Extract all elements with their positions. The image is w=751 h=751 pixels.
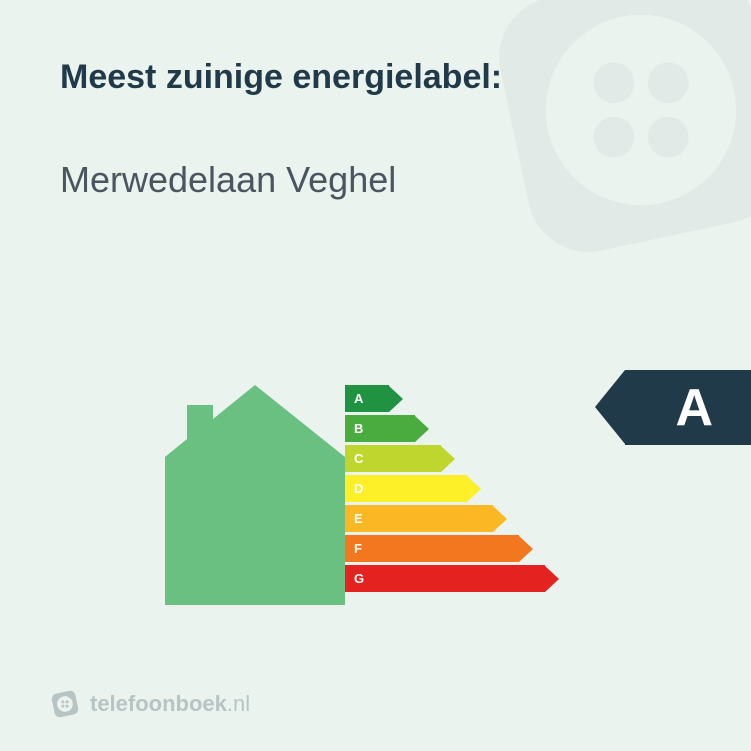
energy-bar-c: C [345,445,559,472]
grade-badge: A [625,370,751,445]
bar-label: B [354,421,363,436]
bar-label: E [354,511,363,526]
energy-bar-d: D [345,475,559,502]
footer-icon [50,689,80,719]
bar-label: D [354,481,363,496]
footer-brand: telefoonboek [90,691,227,716]
energy-bar-b: B [345,415,559,442]
energy-bar-f: F [345,535,559,562]
bar-label: G [354,571,364,586]
footer-tld: .nl [227,691,250,716]
page-title: Meest zuinige energielabel: [60,58,691,97]
page-subtitle: Merwedelaan Veghel [60,159,691,201]
bar-label: F [354,541,362,556]
bar-label: C [354,451,363,466]
energy-bar-e: E [345,505,559,532]
house-icon [165,385,345,610]
grade-letter: A [675,378,713,438]
footer-text: telefoonboek.nl [90,691,250,717]
energy-bar-g: G [345,565,559,592]
energy-bar-a: A [345,385,559,412]
energy-bars: ABCDEFG [345,385,559,595]
footer-logo: telefoonboek.nl [50,689,250,719]
bar-label: A [354,391,363,406]
